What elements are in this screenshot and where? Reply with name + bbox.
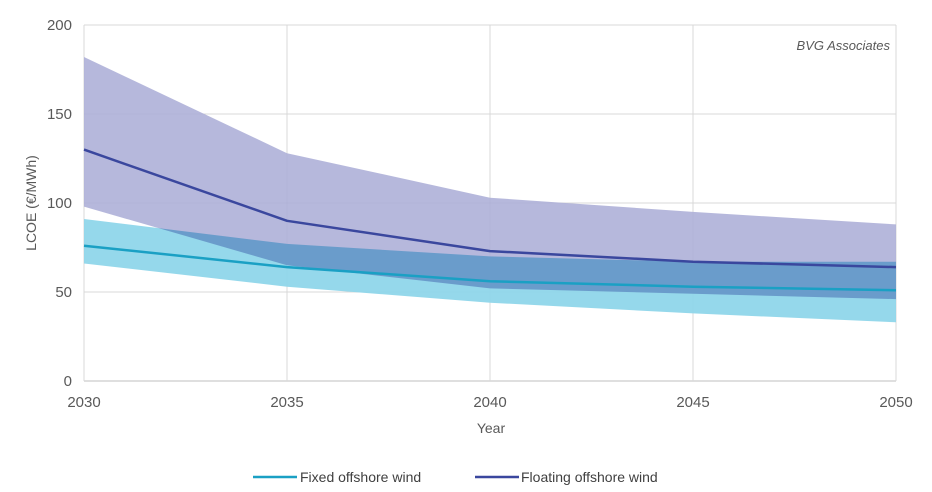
y-tick-50: 50 bbox=[55, 284, 72, 301]
series-lines bbox=[83, 148, 897, 292]
y-tick-200: 200 bbox=[47, 17, 72, 34]
uncertainty-bands bbox=[84, 57, 896, 323]
band-floating bbox=[84, 57, 896, 300]
y-tick-0: 0 bbox=[64, 373, 72, 390]
line-floating bbox=[83, 148, 897, 269]
x-tick-2030: 2030 bbox=[67, 394, 100, 411]
tick-labels: 0 50 100 150 200 2030 2035 2040 2045 2050 bbox=[47, 17, 913, 411]
y-tick-150: 150 bbox=[47, 106, 72, 123]
x-tick-2045: 2045 bbox=[676, 394, 709, 411]
x-axis-title: Year bbox=[477, 420, 506, 436]
y-tick-100: 100 bbox=[47, 195, 72, 212]
x-tick-2050: 2050 bbox=[879, 394, 912, 411]
line-fixed bbox=[83, 244, 897, 292]
y-axis-title: LCOE (€/MWh) bbox=[23, 155, 39, 251]
x-tick-2035: 2035 bbox=[270, 394, 303, 411]
legend: Fixed offshore wind Floating offshore win… bbox=[253, 469, 658, 485]
legend-label-floating: Floating offshore wind bbox=[521, 469, 658, 485]
source-annotation: BVG Associates bbox=[797, 38, 891, 53]
x-tick-2040: 2040 bbox=[473, 394, 506, 411]
legend-label-fixed: Fixed offshore wind bbox=[300, 469, 421, 485]
